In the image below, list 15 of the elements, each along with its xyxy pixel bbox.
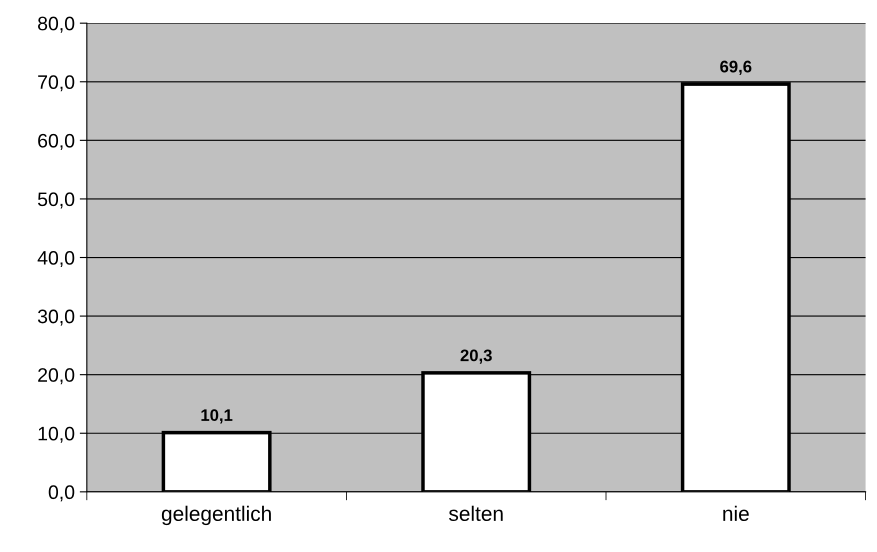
y-tick-label: 60,0 bbox=[38, 134, 74, 150]
data-label: 10,1 bbox=[201, 409, 232, 424]
y-tick-label: 0,0 bbox=[48, 485, 74, 502]
data-label: 69,6 bbox=[720, 60, 752, 75]
x-tick-label: nie bbox=[723, 506, 749, 522]
y-tick-label: 10,0 bbox=[38, 426, 74, 443]
x-tick-label: selten bbox=[448, 506, 503, 522]
y-tick-label: 20,0 bbox=[38, 368, 74, 384]
y-tick-label: 50,0 bbox=[38, 192, 74, 208]
y-tick-label: 30,0 bbox=[38, 310, 74, 326]
x-tick-label: gelegentlich bbox=[162, 506, 271, 526]
data-label: 20,3 bbox=[460, 349, 492, 364]
y-tick-label: 70,0 bbox=[38, 75, 74, 92]
y-tick-label: 80,0 bbox=[38, 16, 74, 33]
y-tick-label: 40,0 bbox=[38, 250, 74, 268]
